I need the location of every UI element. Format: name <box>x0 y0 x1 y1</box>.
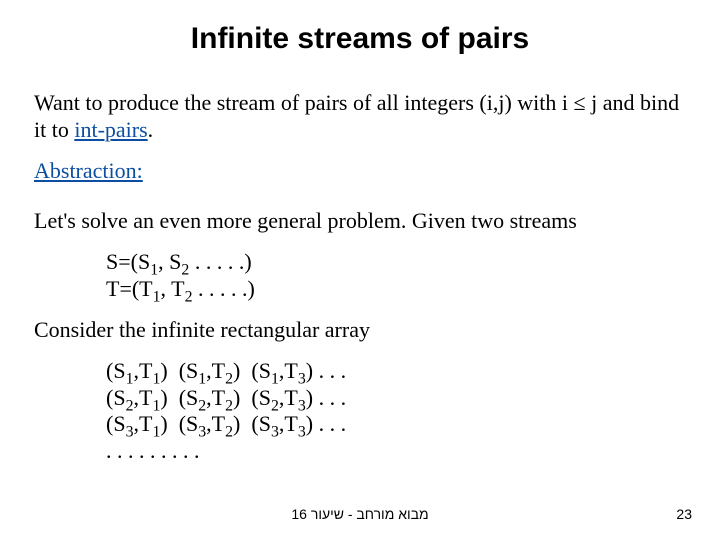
cell-2-1: (S2,T1) <box>106 385 168 410</box>
slide: Infinite streams of pairs Want to produc… <box>0 0 720 540</box>
c12c: ) <box>233 358 240 383</box>
cell-3-3: (S3,T3) <box>251 411 313 436</box>
c32c: ) <box>233 411 240 436</box>
intro-text-1: Want to produce the stream of pairs of a… <box>34 90 574 115</box>
int-pairs-link: int-pairs <box>74 117 147 142</box>
abstraction-label: Abstraction: <box>34 158 143 185</box>
c11a: (S <box>106 358 126 383</box>
t-prefix: T=(T <box>106 276 153 301</box>
c22a: (S <box>179 385 199 410</box>
c33s2: 3 <box>298 424 306 441</box>
cell-1-1: (S1,T1) <box>106 358 168 383</box>
c32b: ,T <box>206 411 225 436</box>
cell-2-2: (S2,T2) <box>179 385 241 410</box>
stream-definitions: S=(S1, S2 . . . . .) T=(T1, T2 . . . . .… <box>106 249 686 303</box>
array-row-1: (S1,T1) (S1,T2) (S1,T3) . . . <box>106 358 686 385</box>
intro-text-3: . <box>148 117 154 142</box>
c33b: ,T <box>279 411 298 436</box>
cell-1-2: (S1,T2) <box>179 358 241 383</box>
c21c: ) <box>160 385 167 410</box>
c32s2: 2 <box>225 424 233 441</box>
t-prefix-2: T <box>171 276 184 301</box>
cell-1-3: (S1,T3) <box>251 358 313 383</box>
c22c: ) <box>233 385 240 410</box>
intro-paragraph: Want to produce the stream of pairs of a… <box>34 90 686 144</box>
c23c: ) <box>306 385 313 410</box>
t-comma: , <box>161 276 172 301</box>
array-row-4-dots: . . . . . . . . . <box>106 438 686 465</box>
footer-center-text: מבוא מורחב - שיעור 16 <box>0 506 720 522</box>
slide-body: Want to produce the stream of pairs of a… <box>34 90 686 479</box>
consider-paragraph: Consider the infinite rectangular array <box>34 317 686 344</box>
s-prefix: S=(S <box>106 249 150 274</box>
c12a: (S <box>179 358 199 383</box>
array-row-3: (S3,T1) (S3,T2) (S3,T3) . . . <box>106 411 686 438</box>
stream-s-definition: S=(S1, S2 . . . . .) <box>106 249 686 276</box>
cell-3-2: (S3,T2) <box>179 411 241 436</box>
c32a: (S <box>179 411 199 436</box>
t-sub-2: 2 <box>185 289 193 306</box>
array-block: (S1,T1) (S1,T2) (S1,T3) . . . (S2,T1) (S… <box>106 358 686 465</box>
c33a: (S <box>251 411 271 436</box>
page-number: 23 <box>676 506 692 522</box>
c22b: ,T <box>206 385 225 410</box>
c11c: ) <box>160 358 167 383</box>
c33s1: 3 <box>271 424 279 441</box>
c23a: (S <box>251 385 271 410</box>
c12b: ,T <box>206 358 225 383</box>
c31c: ) <box>160 411 167 436</box>
c11b: ,T <box>133 358 152 383</box>
s-prefix-2: S <box>169 249 181 274</box>
c23b: ,T <box>279 385 298 410</box>
c33c: ) <box>306 411 313 436</box>
slide-title: Infinite streams of pairs <box>0 22 720 56</box>
leq-symbol: ≤ <box>574 90 586 115</box>
t-sub-1: 1 <box>153 289 161 306</box>
c13b: ,T <box>279 358 298 383</box>
c31a: (S <box>106 411 126 436</box>
row-3-ellipsis: . . . <box>319 411 347 436</box>
s-dots: . . . . .) <box>189 249 251 274</box>
c31b: ,T <box>133 411 152 436</box>
t-dots: . . . . .) <box>193 276 255 301</box>
cell-2-3: (S2,T3) <box>251 385 313 410</box>
c21a: (S <box>106 385 126 410</box>
c13c: ) <box>306 358 313 383</box>
cell-3-1: (S3,T1) <box>106 411 168 436</box>
array-row-2: (S2,T1) (S2,T2) (S2,T3) . . . <box>106 385 686 412</box>
general-problem-paragraph: Let's solve an even more general problem… <box>34 208 686 235</box>
s-comma: , <box>158 249 169 274</box>
stream-t-definition: T=(T1, T2 . . . . .) <box>106 276 686 303</box>
row-1-ellipsis: . . . <box>319 358 347 383</box>
abstraction-heading: Abstraction: <box>34 158 686 195</box>
c13a: (S <box>251 358 271 383</box>
c21b: ,T <box>133 385 152 410</box>
row-2-ellipsis: . . . <box>319 385 347 410</box>
